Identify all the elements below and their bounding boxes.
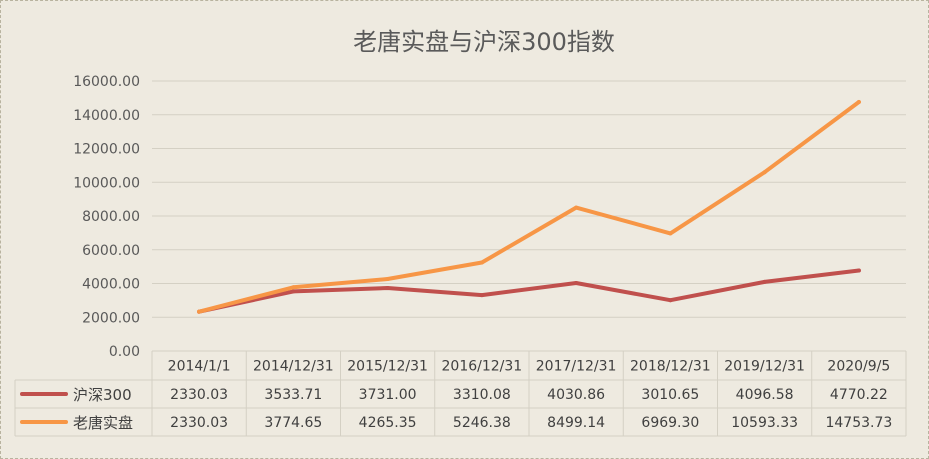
data-point (479, 293, 484, 298)
y-tick-label: 2000.00 (82, 310, 140, 326)
table-cell-value: 2330.03 (170, 415, 228, 431)
data-point (668, 298, 673, 303)
table-cell-value: 8499.14 (547, 415, 605, 431)
data-point (291, 289, 296, 294)
table-cell-value: 3010.65 (641, 387, 699, 403)
table-cell-value: 3310.08 (453, 387, 511, 403)
y-tick-label: 4000.00 (82, 277, 140, 293)
y-axis: 16000.00 14000.00 12000.00 10000.00 8000.00 6… (73, 74, 140, 360)
x-tick-label: 2015/12/31 (347, 359, 428, 375)
data-point (856, 268, 861, 273)
table-cell-value: 3731.00 (359, 387, 417, 403)
table-cell-value: 14753.73 (825, 415, 892, 431)
y-tick-label: 10000.00 (73, 175, 140, 191)
data-point (574, 205, 579, 210)
data-point (762, 170, 767, 175)
y-tick-label: 12000.00 (73, 142, 140, 158)
table-cell-value: 3774.65 (264, 415, 322, 431)
x-tick-label: 2014/12/31 (253, 359, 334, 375)
plot-lines (197, 100, 861, 314)
data-point (856, 100, 861, 105)
x-tick-label: 2018/12/31 (630, 359, 711, 375)
x-tick-label: 2014/1/1 (168, 359, 231, 375)
data-point (762, 279, 767, 284)
chart-title: 老唐实盘与沪深300指数 (353, 28, 615, 56)
data-point (291, 285, 296, 290)
data-point (479, 260, 484, 265)
data-point (385, 277, 390, 282)
series-line (197, 100, 861, 314)
table-cell-value: 2330.03 (170, 387, 228, 403)
x-tick-label: 2016/12/31 (442, 359, 523, 375)
table-cell-value: 6969.30 (641, 415, 699, 431)
y-tick-label: 6000.00 (82, 243, 140, 259)
data-point (574, 280, 579, 285)
table-cell-value: 3533.71 (264, 387, 322, 403)
legend-label: 沪深300 (73, 386, 132, 404)
data-point (668, 231, 673, 236)
grid (152, 80, 906, 318)
table-cell-value: 4030.86 (547, 387, 605, 403)
x-tick-label: 2020/9/5 (827, 359, 890, 375)
data-point (197, 309, 202, 314)
table-cell-value: 10593.33 (731, 415, 798, 431)
table-cell-value: 4096.58 (736, 387, 794, 403)
y-tick-label: 8000.00 (82, 209, 140, 225)
legend-label: 老唐实盘 (73, 414, 133, 432)
x-tick-label: 2019/12/31 (724, 359, 805, 375)
y-tick-label: 0.00 (109, 344, 140, 360)
table-cell-value: 4265.35 (359, 415, 417, 431)
data-point (385, 286, 390, 291)
table-cell-value: 4770.22 (830, 387, 888, 403)
series-line (197, 268, 861, 314)
data-table: 2014/1/1 2014/12/31 2015/12/31 2016/12/31 20… (14, 350, 907, 437)
y-tick-label: 14000.00 (73, 108, 140, 124)
table-cell-value: 5246.38 (453, 415, 511, 431)
x-tick-label: 2017/12/31 (536, 359, 617, 375)
y-tick-label: 16000.00 (73, 74, 140, 90)
